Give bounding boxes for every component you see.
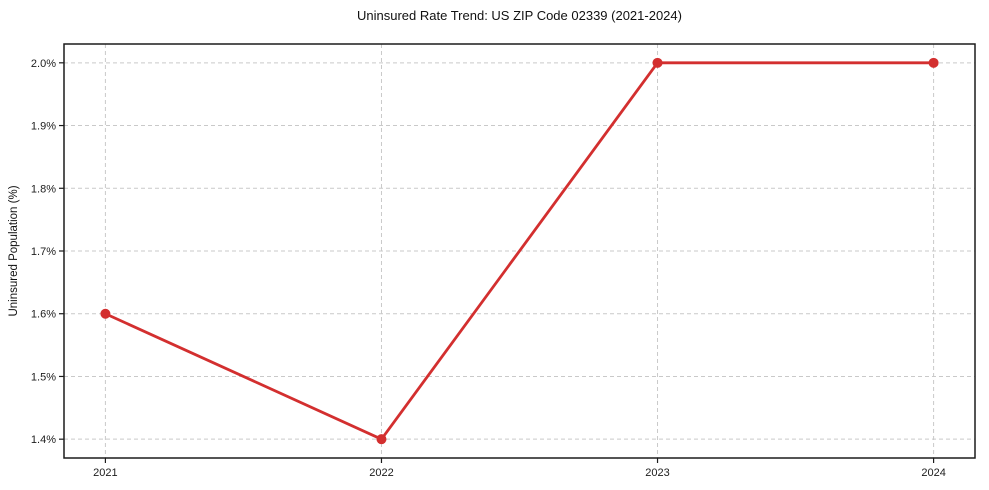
data-point-2022 [376, 434, 387, 445]
y-tick-label: 1.8% [31, 183, 56, 195]
data-point-2021 [100, 308, 111, 319]
x-tick-label: 2023 [645, 467, 669, 479]
plot-border [63, 43, 976, 459]
data-point-2024 [928, 57, 939, 68]
y-tick-label: 2.0% [31, 58, 56, 70]
x-tick-label: 2021 [93, 467, 117, 479]
y-tick-label: 1.6% [31, 309, 56, 321]
chart-title: Uninsured Rate Trend: US ZIP Code 02339 … [357, 8, 682, 23]
y-tick-label: 1.4% [31, 434, 56, 446]
x-tick-label: 2024 [921, 467, 945, 479]
x-tick-label: 2022 [369, 467, 393, 479]
y-tick-label: 1.9% [31, 121, 56, 133]
trend-line [104, 61, 935, 441]
y-tick-label: 1.5% [31, 371, 56, 383]
y-tick-label: 1.7% [31, 246, 56, 258]
data-point-2023 [652, 57, 663, 68]
